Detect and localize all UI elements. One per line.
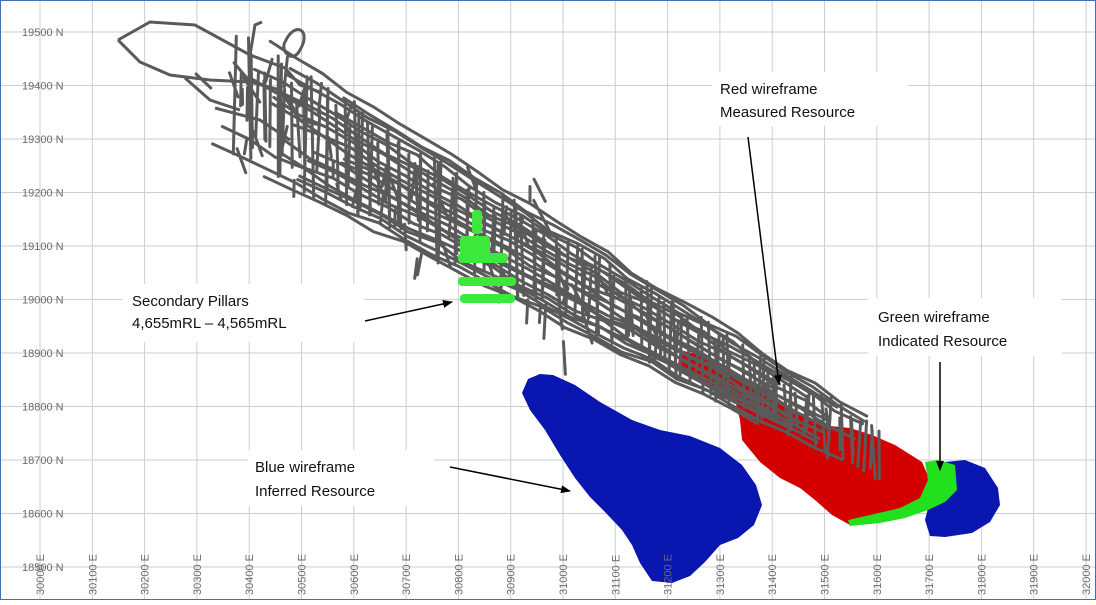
easting-tick-label: 30200 E [140,554,152,595]
easting-tick-label: 32000 E [1081,554,1093,595]
pillar-block [460,236,490,256]
easting-tick-label: 31600 E [872,554,884,595]
northing-tick-label: 19400 N [22,81,64,93]
easting-tick-label: 31000 E [558,554,570,595]
indicated-callout: Green wireframe Indicated Resource [868,298,1062,471]
northing-tick-label: 18500 N [22,562,64,574]
northing-tick-label: 19500 N [22,27,64,39]
easting-tick-label: 31300 E [715,554,727,595]
measured-callout: Red wireframe Measured Resource [712,72,908,385]
pillar-block [458,277,516,286]
northing-tick-label: 18700 N [22,455,64,467]
easting-tick-label: 30900 E [506,554,518,595]
inferred-callout-arrow [449,466,571,494]
measured-callout-arrow [747,136,782,385]
easting-axis: 30000 E 30100 E 30200 E 30300 E 30400 E 30500… [35,554,1093,595]
pillar-block [458,253,508,263]
decline-loop [116,20,321,142]
indicated-callout-line2: Indicated Resource [878,333,1007,350]
northing-tick-label: 19300 N [22,134,64,146]
easting-tick-label: 31500 E [820,554,832,595]
decline-ramp-loop [282,28,306,58]
easting-tick-label: 31700 E [924,554,936,595]
inferred-callout: Blue wireframe Inferred Resource [248,450,571,506]
easting-tick-label: 30600 E [349,554,361,595]
northing-tick-label: 18600 N [22,509,64,521]
pillars-callout-arrow [364,300,453,322]
pillars-callout-line2: 4,655mRL – 4,565mRL [132,315,287,332]
inferred-resource-wireframe [522,374,762,583]
indicated-resource-wireframe [848,460,957,526]
easting-tick-label: 30400 E [244,554,256,595]
easting-tick-label: 31400 E [767,554,779,595]
secondary-pillars [458,210,516,303]
indicated-callout-line1: Green wireframe [878,309,990,326]
measured-callout-line2: Measured Resource [720,104,855,121]
easting-tick-label: 30300 E [192,554,204,595]
northing-tick-label: 18800 N [22,402,64,414]
northing-axis: 19500 N 19400 N 19300 N 19200 N 19100 N 19000… [22,27,64,574]
northing-tick-label: 18900 N [22,348,64,360]
northing-tick-label: 19200 N [22,188,64,200]
easting-tick-label: 31100 E [610,555,622,595]
inferred-callout-line2: Inferred Resource [255,483,375,500]
measured-callout-line1: Red wireframe [720,81,818,98]
easting-tick-label: 31200 E [663,554,675,595]
easting-tick-label: 31900 E [1029,554,1041,595]
easting-tick-label: 31800 E [976,554,988,595]
northing-tick-label: 19100 N [22,241,64,253]
easting-tick-label: 30700 E [401,554,413,595]
easting-tick-label: 30000 E [35,554,47,595]
pillar-block [460,294,515,303]
northing-tick-label: 19000 N [22,295,64,307]
pillars-callout: Secondary Pillars 4,655mRL – 4,565mRL [122,284,453,342]
inferred-callout-line1: Blue wireframe [255,459,355,476]
pillar-block [472,210,482,234]
easting-tick-label: 30800 E [453,554,465,595]
easting-tick-label: 30100 E [87,554,99,595]
pillars-callout-line1: Secondary Pillars [132,293,249,310]
easting-tick-label: 30500 E [297,554,309,595]
